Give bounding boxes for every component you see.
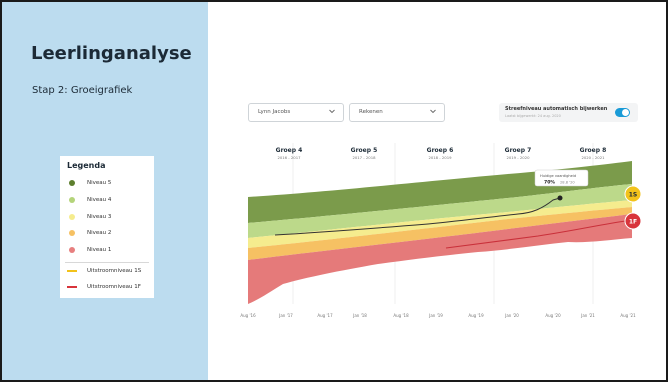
x-tick: Aug '21 [620, 313, 636, 318]
group-name: Groep 6 [427, 147, 454, 154]
x-tick: Jan '18 [352, 313, 367, 318]
auto-update-setting: Streefniveau automatisch bijwerken Laats… [499, 103, 638, 122]
badge-1f: 1F [624, 212, 642, 230]
band-niveau-3 [248, 200, 632, 248]
subject-select-value: Rekenen [359, 109, 383, 115]
legend: Legenda Niveau 5 Niveau 4 Niveau 3 Nivea… [60, 156, 154, 298]
chevron-down-icon [430, 109, 436, 114]
toggle-knob [622, 109, 629, 116]
legend-item-niveau-3: Niveau 3 [67, 211, 111, 223]
growth-chart: Huidige vaardigheid 70% 28.8 '20 1S 1F G… [240, 143, 642, 318]
step-subtitle: Stap 2: Groeigrafiek [32, 85, 133, 96]
legend-label: Niveau 1 [87, 247, 112, 253]
legend-item-niveau-2: Niveau 2 [67, 227, 111, 239]
subject-select[interactable]: Rekenen [349, 103, 445, 122]
x-tick: Jan '19 [428, 313, 443, 318]
niveau-3-swatch [69, 214, 75, 220]
legend-label: Niveau 5 [87, 180, 112, 186]
x-tick: Aug '20 [545, 313, 561, 318]
legend-item-niveau-4: Niveau 4 [67, 194, 111, 206]
niveau-1-swatch [69, 247, 75, 253]
chevron-down-icon [329, 109, 335, 114]
uitstroom-1s-swatch [67, 270, 77, 272]
legend-label: Niveau 3 [87, 214, 112, 220]
legend-item-uitstroom-1f: Uitstroomniveau 1F [67, 281, 141, 293]
uitstroom-1f-swatch [67, 286, 77, 288]
badge-1f-label: 1F [629, 219, 637, 226]
legend-item-uitstroom-1s: Uitstroomniveau 1S [67, 265, 141, 277]
sidebar: Leerlinganalyse Stap 2: Groeigrafiek Leg… [2, 2, 208, 380]
legend-title: Legenda [67, 161, 106, 170]
group-years: 2019 - 2020 [506, 155, 530, 160]
auto-update-toggle[interactable] [615, 108, 630, 117]
band-niveau-4 [248, 184, 632, 238]
x-tick: Jan '20 [504, 313, 519, 318]
legend-label: Uitstroomniveau 1S [87, 268, 142, 274]
niveau-5-swatch [69, 180, 75, 186]
niveau-2-swatch [69, 230, 75, 236]
page-title: Leerlinganalyse [31, 43, 192, 64]
legend-divider [65, 262, 149, 263]
badge-1s: 1S [624, 185, 642, 203]
tooltip-value: 70% [544, 180, 555, 186]
toggle-subtitle: Laatst bijgewerkt: 24 aug. 2020 [505, 114, 561, 118]
legend-item-niveau-1: Niveau 1 [67, 244, 111, 256]
tooltip-label: Huidige vaardigheid [540, 174, 576, 178]
group-name: Groep 7 [505, 147, 532, 154]
group-years: 2020 - 2021 [581, 155, 605, 160]
main-panel: Huidige vaardigheid 70% 28.8 '20 1S 1F G… [208, 2, 666, 380]
x-tick: Aug '16 [240, 313, 256, 318]
x-tick: Aug '19 [468, 313, 484, 318]
student-select[interactable]: Lynn Jacobs [248, 103, 344, 122]
legend-label: Uitstroomniveau 1F [87, 284, 141, 290]
group-name: Groep 4 [276, 147, 303, 154]
student-progress-line [274, 197, 561, 236]
legend-label: Niveau 2 [87, 230, 112, 236]
x-tick: Aug '17 [317, 313, 333, 318]
group-name: Groep 8 [580, 147, 607, 154]
group-name: Groep 5 [351, 147, 378, 154]
legend-label: Niveau 4 [87, 197, 112, 203]
group-years: 2018 - 2019 [428, 155, 452, 160]
toggle-title: Streefniveau automatisch bijwerken [505, 106, 608, 112]
student-select-value: Lynn Jacobs [258, 109, 291, 115]
niveau-4-swatch [69, 197, 75, 203]
group-years: 2017 - 2018 [352, 155, 376, 160]
band-niveau-2 [248, 207, 632, 260]
uitstroom-1f-line [445, 220, 627, 249]
group-years: 2016 - 2017 [277, 155, 301, 160]
x-tick: Aug '18 [393, 313, 409, 318]
current-skill-marker [557, 195, 563, 201]
tooltip-date: 28.8 '20 [560, 181, 575, 185]
badge-1s-label: 1S [629, 192, 638, 199]
legend-item-niveau-5: Niveau 5 [67, 177, 111, 189]
skill-tooltip: Huidige vaardigheid 70% 28.8 '20 [534, 169, 589, 187]
x-tick: Jan '21 [580, 313, 595, 318]
x-tick: Jan '17 [278, 313, 293, 318]
